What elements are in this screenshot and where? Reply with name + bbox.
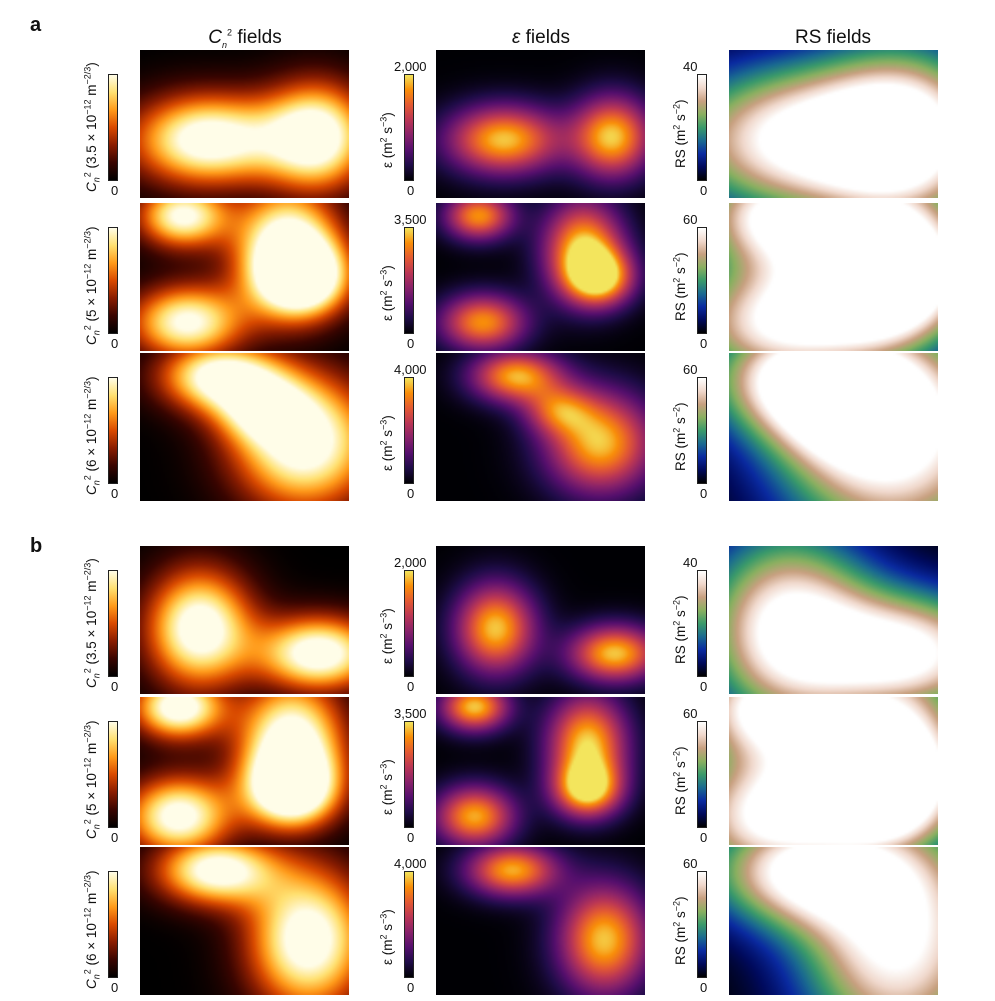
colorbar-max-label-a-rs-row1: 40 (683, 59, 698, 74)
colorbar-label-a-rs-row3: RS (m2 s−2) (671, 402, 689, 471)
heatmap-a-cn2-row3 (140, 353, 349, 501)
heatmap-a-rs-row1 (729, 50, 938, 198)
colorbar-min-label-a-cn2-row3: 0 (111, 486, 119, 501)
colorbar-label-b-cn2-row1: Cn2 (3.5 × 10−12 m−2/3) (82, 558, 102, 688)
heatmap-b-cn2-row1 (140, 546, 349, 694)
colorbar-b-cn2-row1 (108, 570, 118, 677)
colorbar-a-eps-row3 (404, 377, 414, 484)
colorbar-max-label-a-eps-row2: 3,500 (394, 212, 427, 227)
colorbar-a-cn2-row3 (108, 377, 118, 484)
colorbar-min-label-b-cn2-row3: 0 (111, 980, 119, 995)
colorbar-min-label-a-cn2-row1: 0 (111, 183, 119, 198)
colorbar-b-eps-row2 (404, 721, 414, 828)
heatmap-a-rs-row3 (729, 353, 938, 501)
colorbar-a-eps-row1 (404, 74, 414, 181)
colorbar-label-a-eps-row3: ε (m2 s−3) (378, 415, 396, 471)
colorbar-max-label-b-eps-row2: 3,500 (394, 706, 427, 721)
heatmap-b-cn2-row3 (140, 847, 349, 995)
colorbar-max-label-a-rs-row3: 60 (683, 362, 698, 377)
column-title-cn2: Cn2 fields (208, 27, 282, 50)
colorbar-label-b-rs-row3: RS (m2 s−2) (671, 896, 689, 965)
colorbar-b-eps-row1 (404, 570, 414, 677)
colorbar-min-label-a-cn2-row2: 0 (111, 336, 119, 351)
colorbar-min-label-a-rs-row3: 0 (700, 486, 708, 501)
column-title-epsilon: ε fields (512, 27, 570, 48)
colorbar-a-rs-row1 (697, 74, 707, 181)
colorbar-label-b-cn2-row3: Cn2 (6 × 10−12 m−2/3) (82, 870, 102, 990)
colorbar-label-a-eps-row1: ε (m2 s−3) (378, 112, 396, 168)
colorbar-max-label-a-eps-row3: 4,000 (394, 362, 427, 377)
colorbar-min-label-a-rs-row1: 0 (700, 183, 708, 198)
colorbar-min-label-b-cn2-row2: 0 (111, 830, 119, 845)
heatmap-b-eps-row3 (436, 847, 645, 995)
colorbar-max-label-b-rs-row1: 40 (683, 555, 698, 570)
colorbar-min-label-a-eps-row2: 0 (407, 336, 415, 351)
colorbar-a-eps-row2 (404, 227, 414, 334)
colorbar-label-a-eps-row2: ε (m2 s−3) (378, 265, 396, 321)
heatmap-b-eps-row1 (436, 546, 645, 694)
panel-label-b: b (30, 535, 43, 557)
colorbar-min-label-b-rs-row3: 0 (700, 980, 708, 995)
colorbar-min-label-b-rs-row1: 0 (700, 679, 708, 694)
heatmap-b-eps-row2 (436, 697, 645, 845)
colorbar-b-rs-row2 (697, 721, 707, 828)
colorbar-max-label-b-rs-row2: 60 (683, 706, 698, 721)
colorbar-max-label-a-eps-row1: 2,000 (394, 59, 427, 74)
heatmap-a-eps-row3 (436, 353, 645, 501)
colorbar-a-rs-row3 (697, 377, 707, 484)
colorbar-max-label-b-rs-row3: 60 (683, 856, 698, 871)
colorbar-a-cn2-row1 (108, 74, 118, 181)
heatmap-a-cn2-row1 (140, 50, 349, 198)
heatmap-a-cn2-row2 (140, 203, 349, 351)
colorbar-min-label-a-eps-row3: 0 (407, 486, 415, 501)
colorbar-b-rs-row1 (697, 570, 707, 677)
colorbar-b-eps-row3 (404, 871, 414, 978)
colorbar-max-label-a-rs-row2: 60 (683, 212, 698, 227)
colorbar-min-label-b-rs-row2: 0 (700, 830, 708, 845)
heatmap-a-eps-row1 (436, 50, 645, 198)
colorbar-min-label-b-eps-row1: 0 (407, 679, 415, 694)
heatmap-b-rs-row1 (729, 546, 938, 694)
heatmap-a-eps-row2 (436, 203, 645, 351)
colorbar-label-b-rs-row1: RS (m2 s−2) (671, 595, 689, 664)
colorbar-label-b-cn2-row2: Cn2 (5 × 10−12 m−2/3) (82, 720, 102, 840)
colorbar-a-rs-row2 (697, 227, 707, 334)
heatmap-b-rs-row3 (729, 847, 938, 995)
colorbar-min-label-a-rs-row2: 0 (700, 336, 708, 351)
heatmap-b-cn2-row2 (140, 697, 349, 845)
colorbar-label-a-cn2-row1: Cn2 (3.5 × 10−12 m−2/3) (82, 62, 102, 192)
colorbar-label-a-cn2-row2: Cn2 (5 × 10−12 m−2/3) (82, 226, 102, 346)
colorbar-label-b-eps-row1: ε (m2 s−3) (378, 608, 396, 664)
colorbar-label-a-rs-row1: RS (m2 s−2) (671, 99, 689, 168)
colorbar-min-label-a-eps-row1: 0 (407, 183, 415, 198)
heatmap-b-rs-row2 (729, 697, 938, 845)
colorbar-max-label-b-eps-row1: 2,000 (394, 555, 427, 570)
colorbar-min-label-b-cn2-row1: 0 (111, 679, 119, 694)
colorbar-b-cn2-row2 (108, 721, 118, 828)
colorbar-label-a-rs-row2: RS (m2 s−2) (671, 252, 689, 321)
colorbar-max-label-b-eps-row3: 4,000 (394, 856, 427, 871)
colorbar-label-b-eps-row3: ε (m2 s−3) (378, 909, 396, 965)
colorbar-label-b-eps-row2: ε (m2 s−3) (378, 759, 396, 815)
heatmap-a-rs-row2 (729, 203, 938, 351)
colorbar-a-cn2-row2 (108, 227, 118, 334)
colorbar-min-label-b-eps-row2: 0 (407, 830, 415, 845)
colorbar-min-label-b-eps-row3: 0 (407, 980, 415, 995)
colorbar-b-cn2-row3 (108, 871, 118, 978)
panel-label-a: a (30, 14, 42, 36)
colorbar-label-a-cn2-row3: Cn2 (6 × 10−12 m−2/3) (82, 376, 102, 496)
colorbar-b-rs-row3 (697, 871, 707, 978)
colorbar-label-b-rs-row2: RS (m2 s−2) (671, 746, 689, 815)
column-title-rs: RS fields (794, 27, 872, 48)
